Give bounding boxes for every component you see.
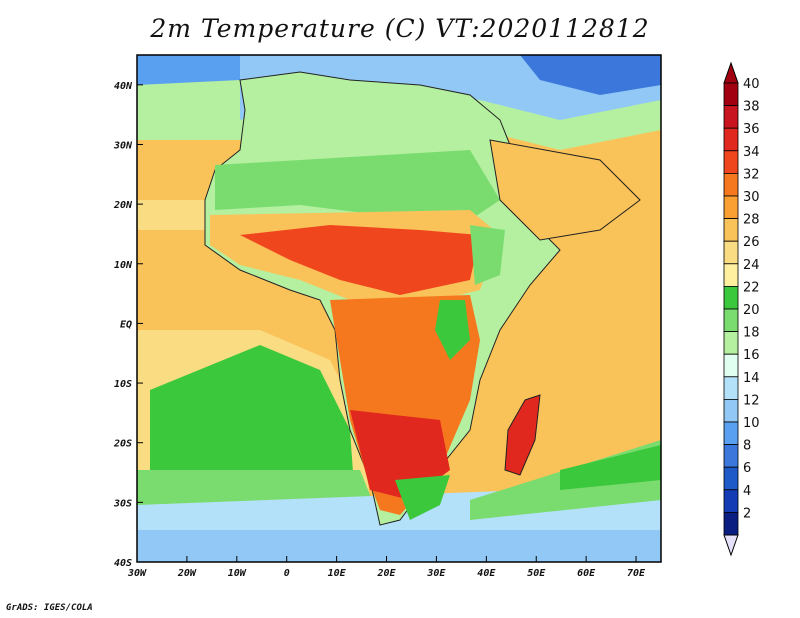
southern-ocean-cold-band (137, 530, 661, 562)
colorbar-swatch (723, 195, 739, 220)
north-atlantic-blue (137, 55, 240, 85)
sahel-hot-region (240, 225, 480, 295)
north-cold-region (520, 55, 661, 95)
y-tick-label: 30S (113, 498, 132, 509)
colorbar-label: 16 (743, 348, 760, 363)
x-axis: 30W 20W 10W 0 10E 20E 30E 40E 50E 60E 70E (127, 556, 646, 579)
x-tick-label: 20W (177, 568, 197, 579)
colorbar-swatch (723, 308, 739, 333)
lake-region-green (435, 300, 470, 360)
x-tick-label: 60E (577, 568, 596, 579)
colorbar-swatch (723, 240, 739, 265)
colorbar-label: 2 (743, 506, 751, 521)
y-tick-label: EQ (120, 319, 132, 330)
y-tick-label: 20N (113, 200, 133, 211)
colorbar-label: 30 (743, 190, 760, 205)
x-tick-label: 30E (426, 568, 446, 579)
y-axis: 40N 30N 20N 10N EQ 10S 20S 30S 40S (113, 81, 143, 569)
colorbar-swatch (723, 398, 739, 423)
colorbar-swatch (723, 489, 739, 513)
y-tick-label: 10N (114, 260, 133, 271)
colorbar-label: 10 (743, 416, 760, 431)
colorbar-bottom-arrow (723, 534, 739, 557)
colorbar-label: 24 (743, 258, 760, 273)
colorbar-swatch (723, 263, 739, 287)
y-tick-label: 30N (113, 140, 133, 151)
credit-text: GrADS: IGES/COLA (6, 603, 93, 613)
x-tick-label: 0 (284, 568, 290, 579)
arabia-region (489, 139, 641, 241)
colorbar-label: 12 (743, 393, 760, 408)
colorbar-swatch (723, 218, 739, 242)
colorbar-swatch (723, 444, 739, 468)
x-tick-label: 70E (627, 568, 646, 579)
x-tick-label: 50E (527, 568, 546, 579)
x-tick-label: 30W (127, 568, 147, 579)
x-tick-label: 40E (477, 568, 496, 579)
x-tick-label: 10W (228, 568, 247, 579)
x-tick-label: 20E (376, 568, 396, 579)
colorbar: 40 38 36 34 32 30 28 26 24 22 20 18 16 14 12 10 8 6 4 2 (723, 61, 760, 557)
colorbar-swatch (723, 285, 739, 310)
y-tick-label: 40N (114, 81, 133, 92)
chart-title: 2m Temperature (C) VT:2020112812 (150, 14, 650, 43)
colorbar-swatch (723, 376, 739, 400)
colorbar-swatch (723, 512, 739, 536)
colorbar-swatch (723, 172, 739, 197)
south-atlantic-green-region (150, 345, 355, 500)
map-field (137, 55, 661, 562)
madagascar (504, 394, 541, 476)
colorbar-label: 4 (743, 484, 751, 499)
colorbar-label: 26 (743, 235, 760, 250)
colorbar-label: 34 (743, 145, 760, 160)
colorbar-label: 40 (743, 77, 760, 92)
colorbar-label: 22 (743, 280, 760, 295)
sahara-green-region (215, 150, 500, 220)
colorbar-swatch (723, 466, 739, 491)
colorbar-label: 8 (743, 439, 751, 454)
south-africa-cool (395, 475, 450, 520)
colorbar-swatch (723, 105, 739, 129)
colorbar-label: 18 (743, 326, 760, 341)
colorbar-swatch (723, 127, 739, 152)
y-tick-label: 10S (114, 379, 132, 390)
colorbar-label: 14 (743, 371, 760, 386)
colorbar-swatch (723, 421, 739, 446)
colorbar-swatch (723, 150, 739, 174)
indian-ocean-south-mid-green (560, 445, 661, 490)
colorbar-label: 32 (743, 167, 760, 182)
y-tick-label: 20S (113, 439, 132, 450)
colorbar-top-arrow (723, 61, 739, 84)
colorbar-swatch (723, 331, 739, 355)
y-tick-label: 40S (114, 558, 132, 569)
colorbar-label: 28 (743, 213, 760, 228)
colorbar-swatch (723, 353, 739, 378)
colorbar-swatch (723, 82, 739, 107)
x-tick-label: 10E (328, 568, 347, 579)
colorbar-label: 38 (743, 100, 760, 115)
colorbar-label: 20 (743, 303, 760, 318)
ethiopia-highlands (470, 225, 505, 285)
map-frame (136, 54, 662, 563)
colorbar-label: 6 (743, 461, 751, 476)
colorbar-label: 36 (743, 122, 760, 137)
